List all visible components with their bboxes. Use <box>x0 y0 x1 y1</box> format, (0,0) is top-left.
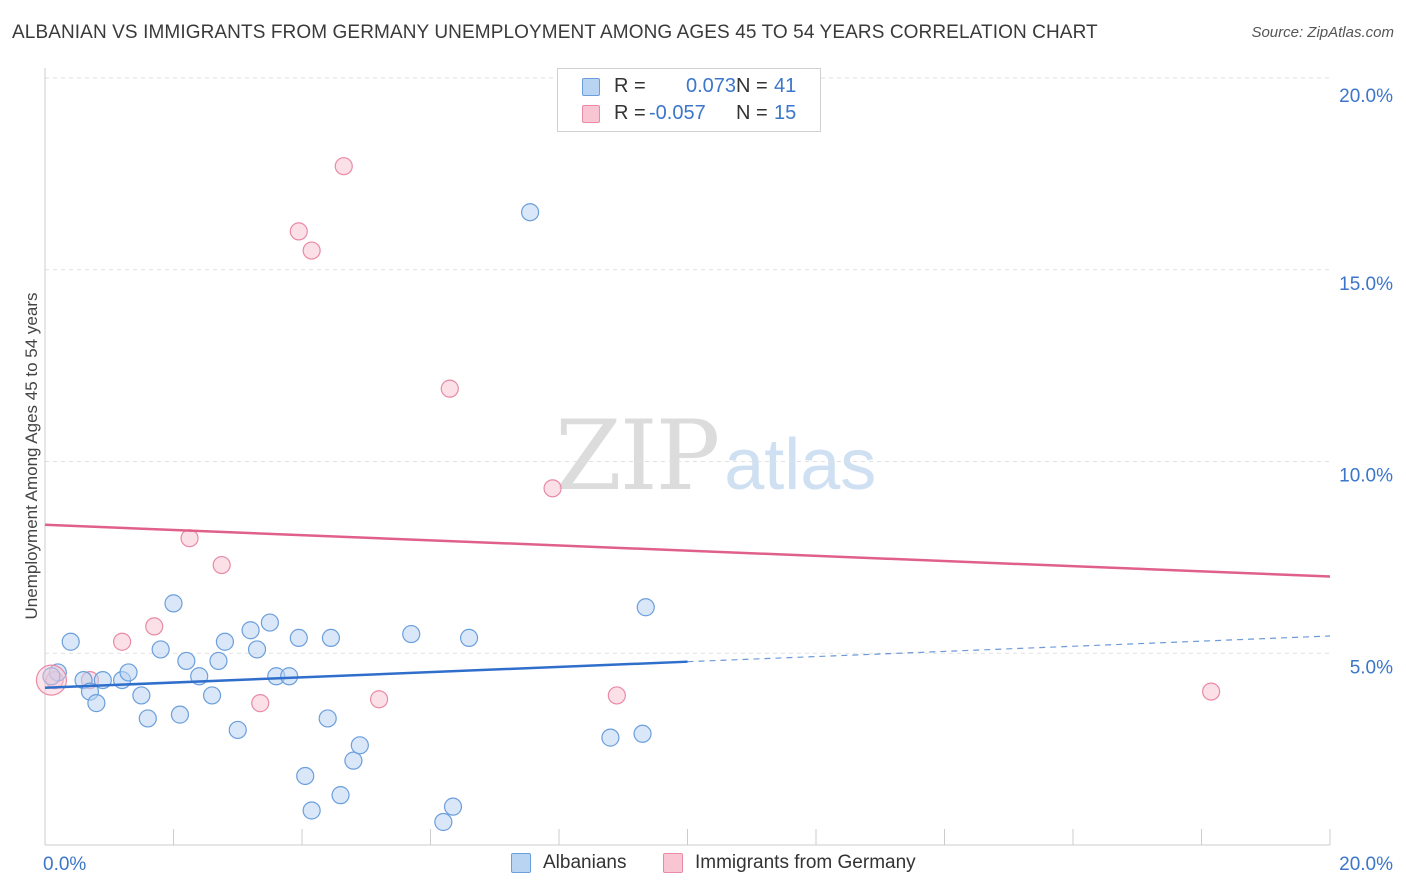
legend-r-label: R = <box>614 75 646 97</box>
albanians-point <box>228 720 247 740</box>
germany-point <box>112 632 132 651</box>
albanians-point <box>344 751 363 770</box>
y-tick-label: 15.0% <box>1339 274 1393 295</box>
albanians-point <box>87 694 106 713</box>
germany-point <box>440 379 459 398</box>
germany-point <box>145 617 164 636</box>
albanians-point <box>138 709 157 728</box>
albanians-point <box>636 598 655 617</box>
bottom-legend-swatch-albanians <box>511 853 531 873</box>
germany-point <box>334 157 353 176</box>
albanians-point <box>247 640 267 659</box>
albanians-point <box>289 628 308 648</box>
y-tick-label: 5.0% <box>1350 657 1393 678</box>
albanians-point <box>331 786 350 805</box>
y-axis-label: Unemployment Among Ages 45 to 54 years <box>22 292 41 620</box>
albanians-point <box>42 667 61 686</box>
albanians-point <box>302 801 321 820</box>
bottom-legend-label-germany: Immigrants from Germany <box>695 852 916 873</box>
watermark-zip: ZIP <box>555 400 720 512</box>
germany-point <box>302 241 321 260</box>
albanians-point <box>202 686 222 705</box>
legend-r-value-albanians: 0.073 <box>686 75 737 97</box>
legend-r-value-germany: -0.057 <box>649 102 706 124</box>
legend-n-value-albanians: 41 <box>774 75 797 97</box>
albanians-trend-extension <box>687 635 1331 663</box>
albanians-point <box>321 628 341 648</box>
legend-swatch-albanians <box>582 78 600 96</box>
albanians-point <box>164 594 183 613</box>
legend-swatch-germany <box>582 105 600 123</box>
albanians-point <box>177 651 196 671</box>
albanians-point <box>151 640 170 659</box>
germany-point <box>212 555 231 575</box>
albanians-point <box>443 797 463 816</box>
albanians-point <box>633 724 652 743</box>
albanians-point <box>215 632 234 651</box>
x-tick-label-min: 0.0% <box>43 854 86 875</box>
bottom-legend-label-albanians: Albanians <box>543 852 627 873</box>
source-label: Source: ZipAtlas.com <box>1251 24 1394 41</box>
germany-point <box>543 479 562 498</box>
albanians-point <box>318 709 337 728</box>
germany-point <box>251 694 270 713</box>
albanians-point <box>296 766 315 786</box>
albanians-point <box>132 686 151 705</box>
y-tick-label: 20.0% <box>1339 86 1393 107</box>
albanians-point <box>350 736 369 755</box>
albanians-trend-line <box>44 660 688 690</box>
albanians-point <box>280 667 299 686</box>
germany-trend-line <box>44 523 1331 578</box>
albanians-point <box>61 632 80 651</box>
legend-n-label: N = <box>736 102 768 124</box>
legend-row-albanians: R = 0.073 N = 41 <box>558 75 820 99</box>
germany-point <box>607 686 626 705</box>
watermark-atlas: atlas <box>724 425 877 505</box>
germany-point <box>289 222 308 241</box>
albanians-point <box>434 812 453 832</box>
albanians-point <box>170 705 190 724</box>
germany-point <box>180 529 199 548</box>
bottom-legend-swatch-germany <box>663 853 683 873</box>
chart-title: ALBANIAN VS IMMIGRANTS FROM GERMANY UNEM… <box>12 22 1098 43</box>
albanians-point <box>209 651 228 671</box>
albanians-point <box>402 624 421 644</box>
x-tick-label-max: 20.0% <box>1339 854 1393 875</box>
germany-point <box>1202 682 1221 701</box>
y-tick-label: 10.0% <box>1339 466 1393 487</box>
albanians-point <box>520 203 540 222</box>
correlation-legend: R = 0.073 N = 41 R = -0.057 N = 15 <box>557 68 821 132</box>
legend-n-label: N = <box>736 75 768 97</box>
albanians-point <box>119 663 138 682</box>
germany-point-cluster <box>35 664 68 696</box>
watermark: ZIPatlas <box>555 400 876 512</box>
albanians-point <box>459 628 479 648</box>
legend-n-value-germany: 15 <box>774 102 797 124</box>
germany-point <box>370 690 389 709</box>
albanians-point <box>241 621 260 640</box>
albanians-point <box>601 728 620 747</box>
legend-row-germany: R = -0.057 N = 15 <box>558 102 820 126</box>
albanians-point <box>260 613 279 632</box>
legend-r-label: R = <box>614 102 646 124</box>
